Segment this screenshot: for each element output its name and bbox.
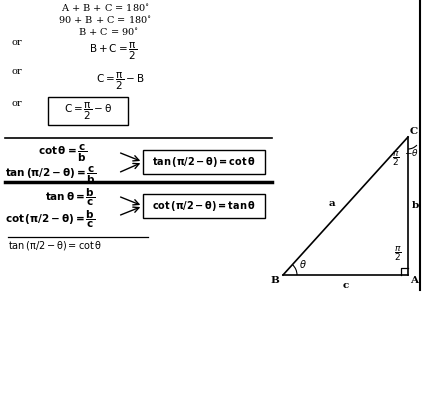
Text: $\mathbf{cot\,\theta = \dfrac{c}{b}}$: $\mathbf{cot\,\theta = \dfrac{c}{b}}$: [38, 143, 87, 164]
Text: b: b: [412, 201, 419, 211]
Text: B: B: [270, 276, 279, 285]
Text: $\mathrm{C = \dfrac{\pi}{2} - B}$: $\mathrm{C = \dfrac{\pi}{2} - B}$: [95, 71, 144, 92]
Bar: [143, 150, 265, 174]
Text: $\dfrac{\pi}{2}$: $\dfrac{\pi}{2}$: [392, 149, 400, 168]
Text: 90 + B + C = 180$^{\circ}$: 90 + B + C = 180$^{\circ}$: [58, 14, 152, 26]
Text: $-\theta$: $-\theta$: [404, 147, 419, 158]
Text: $\mathrm{B + C = \dfrac{\pi}{2}}$: $\mathrm{B + C = \dfrac{\pi}{2}}$: [89, 41, 137, 62]
Text: or: or: [12, 67, 23, 76]
Bar: [48, 97, 128, 125]
Text: $\mathbf{tan\,\theta = \dfrac{b}{c}}$: $\mathbf{tan\,\theta = \dfrac{b}{c}}$: [45, 187, 95, 208]
Text: or: or: [12, 38, 23, 47]
Text: $\theta$: $\theta$: [299, 258, 307, 270]
Text: B + C = 90$^{\circ}$: B + C = 90$^{\circ}$: [78, 26, 140, 38]
Text: $\mathbf{cot\,(\pi/2 - \theta) = tan\,\theta}$: $\mathbf{cot\,(\pi/2 - \theta) = tan\,\t…: [152, 199, 256, 213]
Text: a: a: [328, 199, 335, 209]
Text: $\mathrm{tan\,(\pi/2 - \theta) = cot\,\theta}$: $\mathrm{tan\,(\pi/2 - \theta) = cot\,\t…: [8, 239, 102, 252]
Text: $\dfrac{\pi}{2}$: $\dfrac{\pi}{2}$: [394, 244, 402, 263]
Text: $\mathbf{cot\,(\pi/2 - \theta) = \dfrac{b}{c}}$: $\mathbf{cot\,(\pi/2 - \theta) = \dfrac{…: [5, 209, 95, 230]
Text: $\mathbf{tan\,(\pi/2 - \theta) = \dfrac{c}{b}}$: $\mathbf{tan\,(\pi/2 - \theta) = \dfrac{…: [5, 165, 96, 186]
Bar: [143, 194, 265, 218]
Text: $\mathbf{tan\,(\pi/2 - \theta) = cot\,\theta}$: $\mathbf{tan\,(\pi/2 - \theta) = cot\,\t…: [152, 155, 256, 169]
Text: or: or: [12, 99, 23, 108]
Text: A + B + C = 180$^{\circ}$: A + B + C = 180$^{\circ}$: [61, 2, 149, 14]
Text: A: A: [410, 276, 418, 285]
Text: C: C: [410, 127, 418, 136]
Text: c: c: [342, 281, 349, 290]
Text: $\mathrm{C = \dfrac{\pi}{2} - \theta}$: $\mathrm{C = \dfrac{\pi}{2} - \theta}$: [64, 100, 112, 122]
